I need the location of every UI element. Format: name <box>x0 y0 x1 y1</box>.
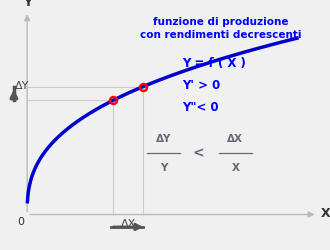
Text: <: < <box>193 146 205 160</box>
Text: ΔX: ΔX <box>227 134 244 143</box>
Text: 0: 0 <box>17 217 24 228</box>
Text: funzione di produzione
con rendimenti decrescenti: funzione di produzione con rendimenti de… <box>140 17 302 40</box>
Text: ΔX: ΔX <box>121 219 136 229</box>
Text: Y: Y <box>160 163 167 173</box>
Text: Y: Y <box>23 0 32 10</box>
Text: ΔY: ΔY <box>156 134 171 143</box>
Text: X: X <box>231 163 239 173</box>
Text: Y"< 0: Y"< 0 <box>182 102 219 114</box>
Text: ΔY: ΔY <box>16 81 30 91</box>
Text: X: X <box>320 207 330 220</box>
Text: Y' > 0: Y' > 0 <box>182 80 221 92</box>
Text: Y = f ( X ): Y = f ( X ) <box>182 57 247 70</box>
